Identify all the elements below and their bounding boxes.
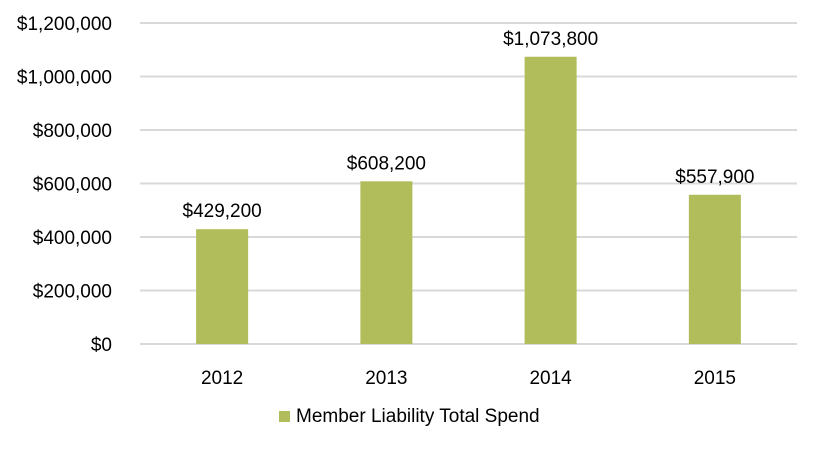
data-labels: $429,200 $608,200 $1,073,800 $557,900 (183, 29, 755, 222)
gridlines (140, 22, 797, 345)
bars (196, 56, 741, 345)
bar-2012 (196, 229, 249, 344)
y-tick-label: $0 (91, 335, 112, 356)
x-tick-label: 2012 (201, 368, 243, 389)
y-tick-label: $400,000 (33, 228, 112, 249)
y-axis-ticks: $0 $200,000 $400,000 $600,000 $800,000 $1,000… (17, 14, 112, 356)
y-tick-label: $1,200,000 (17, 14, 112, 35)
y-tick-label: $1,000,000 (17, 68, 112, 89)
data-label: $608,200 (347, 153, 426, 174)
bar-2015 (688, 194, 741, 344)
data-label: $429,200 (183, 201, 262, 222)
x-tick-label: 2014 (529, 368, 572, 389)
data-label: $1,073,800 (503, 29, 598, 50)
y-tick-label: $800,000 (33, 121, 112, 142)
legend: Member Liability Total Spend (279, 406, 540, 427)
y-tick-label: $200,000 (33, 282, 112, 303)
bar-2013 (360, 181, 413, 344)
y-tick-label: $600,000 (33, 175, 112, 196)
x-axis-ticks: 2012 2013 2014 2015 (201, 368, 736, 389)
data-label: $557,900 (675, 167, 754, 188)
legend-label: Member Liability Total Spend (296, 406, 540, 427)
x-tick-label: 2015 (694, 368, 736, 389)
x-tick-label: 2013 (365, 368, 407, 389)
bar-2014 (524, 56, 577, 345)
legend-swatch (279, 411, 290, 422)
